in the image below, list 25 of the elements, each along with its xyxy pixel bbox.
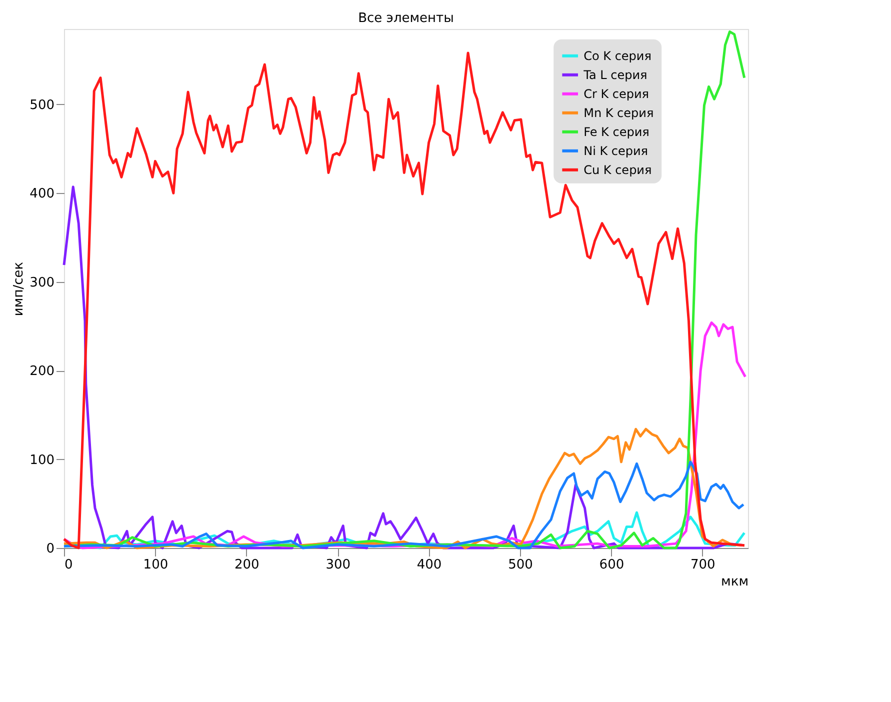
y-tick-label: 400: [30, 186, 54, 202]
x-tick-label: 200: [234, 558, 260, 572]
y-tick-label: 100: [30, 452, 54, 468]
x-tick-label: 400: [416, 558, 442, 572]
legend-label: Cu K серия: [584, 162, 652, 177]
x-tick-label: 500: [508, 558, 533, 572]
legend-label: Cr K серия: [584, 86, 650, 101]
line-series: [62, 460, 745, 550]
chart-title: Все элементы: [358, 11, 454, 26]
x-tick-label: 600: [599, 558, 624, 572]
x-tick-label: 700: [690, 558, 716, 572]
y-axis-title: имп/сек: [12, 262, 27, 316]
x-tick-label: 100: [143, 558, 168, 572]
legend-label: Ta L серия: [582, 68, 648, 82]
legend-label: Co K серия: [584, 48, 652, 63]
y-tick-label: 200: [30, 364, 54, 380]
y-tick-label: 500: [30, 98, 54, 113]
legend-label: Mn K серия: [584, 106, 654, 120]
legend-label: Ni K серия: [584, 144, 648, 158]
x-tick-label: 0: [64, 558, 73, 572]
x-tick-label: 300: [326, 558, 351, 572]
y-tick-label: 0: [46, 542, 54, 556]
x-axis-title: мкм: [721, 574, 748, 590]
y-tick-label: 300: [30, 275, 54, 290]
legend-label: Fe K серия: [584, 124, 650, 139]
